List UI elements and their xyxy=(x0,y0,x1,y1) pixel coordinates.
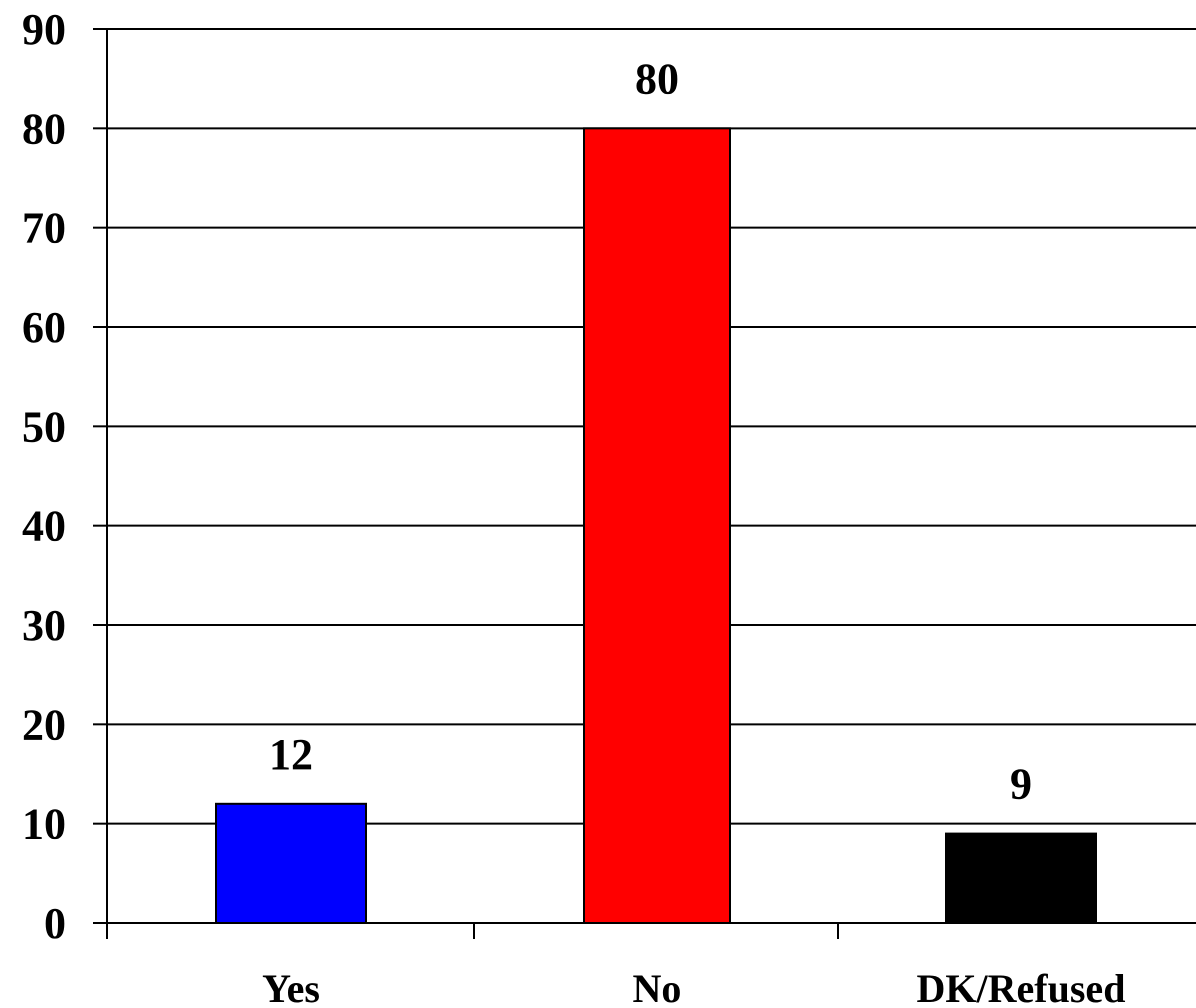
y-tick-label: 20 xyxy=(22,700,66,749)
x-category-label: DK/Refused xyxy=(917,966,1126,1008)
x-category-label: Yes xyxy=(262,966,320,1008)
y-tick-label: 30 xyxy=(22,601,66,650)
y-tick-label: 70 xyxy=(22,204,66,253)
data-label: 9 xyxy=(1010,760,1032,809)
y-tick-label: 50 xyxy=(22,402,66,451)
axes xyxy=(93,28,1196,939)
y-tick-label: 80 xyxy=(22,104,66,153)
y-tick-label: 60 xyxy=(22,303,66,352)
data-label: 80 xyxy=(635,54,679,103)
x-category-label: No xyxy=(633,966,682,1008)
y-tick-label: 40 xyxy=(22,502,66,551)
labels: 0 10 20 30 40 50 60 70 80 90 12 Yes 80 No 9 DK/Refused xyxy=(22,5,1125,1008)
bar-no xyxy=(583,127,731,925)
y-tick-label: 10 xyxy=(22,800,66,849)
bar-yes xyxy=(215,802,367,924)
bar-dk-refused xyxy=(945,832,1097,924)
data-label: 12 xyxy=(269,730,313,779)
bars xyxy=(215,127,1097,925)
y-tick-label: 90 xyxy=(22,5,66,54)
y-tick-label: 0 xyxy=(44,899,66,948)
